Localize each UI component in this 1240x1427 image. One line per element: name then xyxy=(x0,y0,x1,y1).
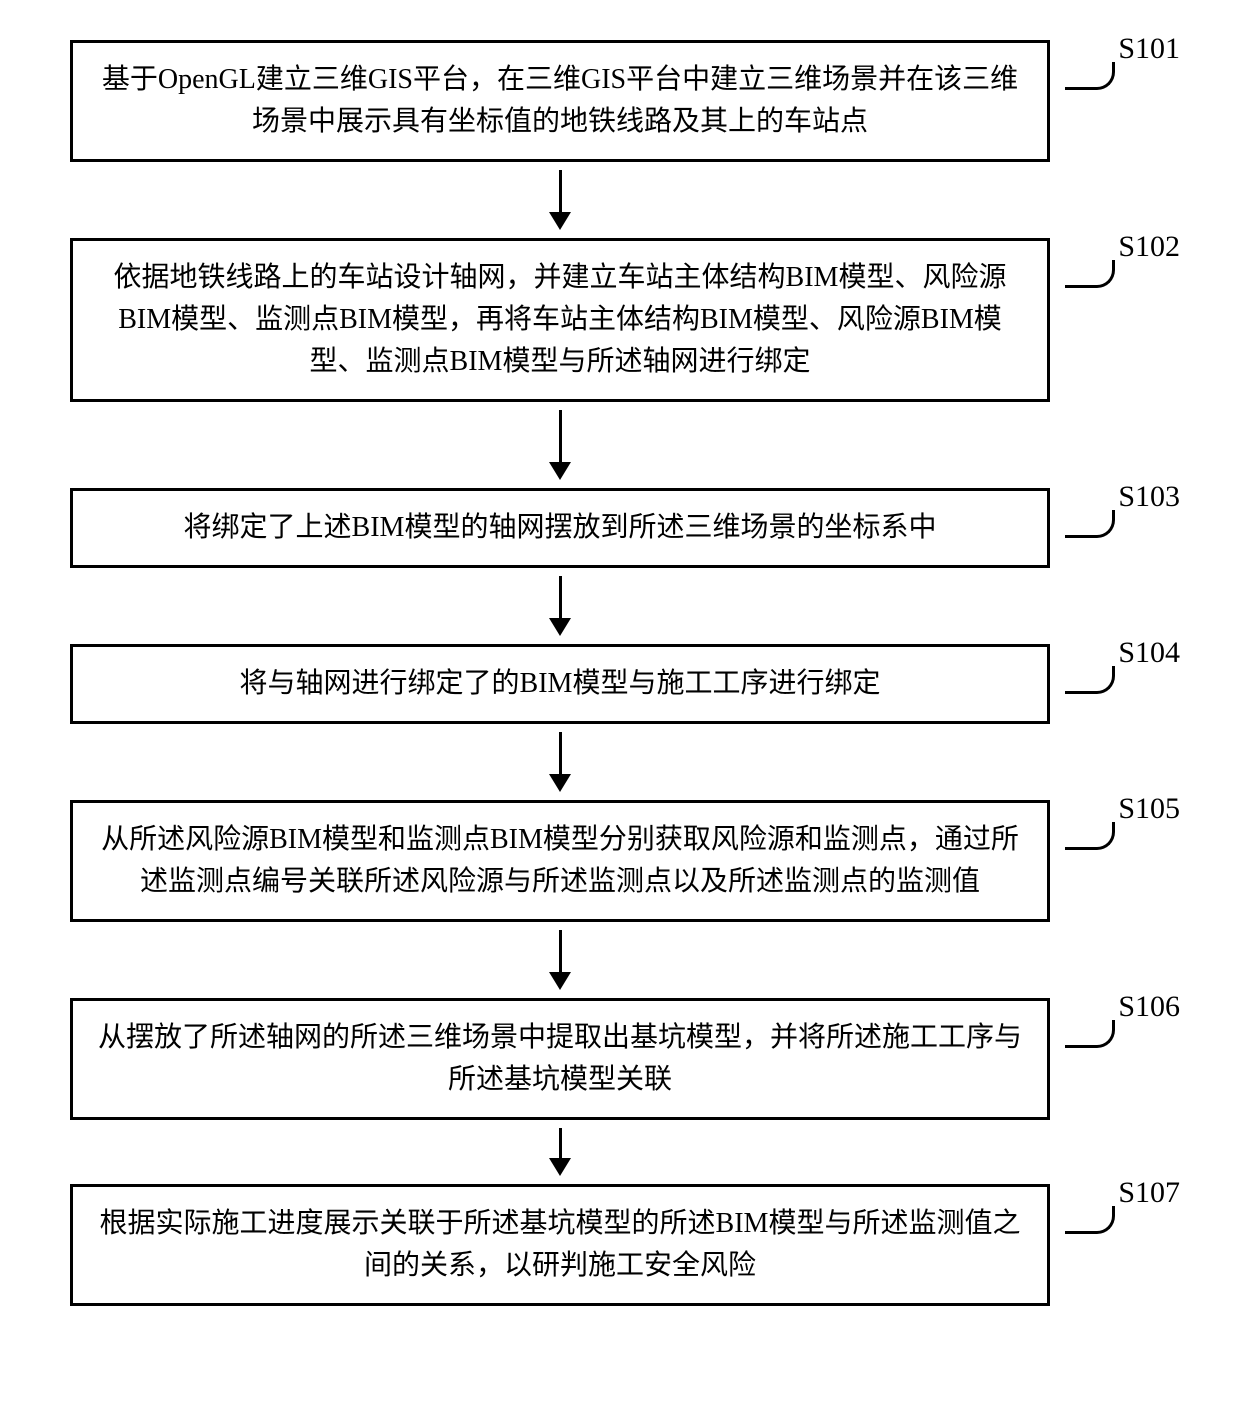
step-box-s106: 从摆放了所述轴网的所述三维场景中提取出基坑模型，并将所述施工工序与所述基坑模型关… xyxy=(70,998,1050,1120)
step-box-s107: 根据实际施工进度展示关联于所述基坑模型的所述BIM模型与所述监测值之间的关系，以… xyxy=(70,1184,1050,1306)
label-connector xyxy=(1065,1206,1115,1234)
arrow-down-icon xyxy=(549,1128,571,1176)
flowchart-container: 基于OpenGL建立三维GIS平台，在三维GIS平台中建立三维场景并在该三维场景… xyxy=(70,40,1170,1306)
label-connector xyxy=(1065,666,1115,694)
step-row: 从摆放了所述轴网的所述三维场景中提取出基坑模型，并将所述施工工序与所述基坑模型关… xyxy=(70,998,1170,1120)
step-row: 依据地铁线路上的车站设计轴网，并建立车站主体结构BIM模型、风险源BIM模型、监… xyxy=(70,238,1170,402)
step-box-s103: 将绑定了上述BIM模型的轴网摆放到所述三维场景的坐标系中 xyxy=(70,488,1050,568)
arrow-down-icon xyxy=(549,410,571,480)
step-label-s107: S107 xyxy=(1118,1176,1180,1210)
arrow-down-icon xyxy=(549,576,571,636)
arrow-down-icon xyxy=(549,170,571,230)
step-label-s102: S102 xyxy=(1118,230,1180,264)
step-row: 将与轴网进行绑定了的BIM模型与施工工序进行绑定 S104 xyxy=(70,644,1170,724)
step-label-s106: S106 xyxy=(1118,990,1180,1024)
step-label-s105: S105 xyxy=(1118,792,1180,826)
step-row: 根据实际施工进度展示关联于所述基坑模型的所述BIM模型与所述监测值之间的关系，以… xyxy=(70,1184,1170,1306)
label-connector xyxy=(1065,822,1115,850)
arrow-down-icon xyxy=(549,930,571,990)
step-box-s102: 依据地铁线路上的车站设计轴网，并建立车站主体结构BIM模型、风险源BIM模型、监… xyxy=(70,238,1050,402)
step-box-s105: 从所述风险源BIM模型和监测点BIM模型分别获取风险源和监测点，通过所述监测点编… xyxy=(70,800,1050,922)
label-connector xyxy=(1065,510,1115,538)
arrow-down-icon xyxy=(549,732,571,792)
step-row: 从所述风险源BIM模型和监测点BIM模型分别获取风险源和监测点，通过所述监测点编… xyxy=(70,800,1170,922)
step-label-s103: S103 xyxy=(1118,480,1180,514)
label-connector xyxy=(1065,1020,1115,1048)
step-row: 基于OpenGL建立三维GIS平台，在三维GIS平台中建立三维场景并在该三维场景… xyxy=(70,40,1170,162)
step-row: 将绑定了上述BIM模型的轴网摆放到所述三维场景的坐标系中 S103 xyxy=(70,488,1170,568)
label-connector xyxy=(1065,62,1115,90)
step-box-s104: 将与轴网进行绑定了的BIM模型与施工工序进行绑定 xyxy=(70,644,1050,724)
step-label-s104: S104 xyxy=(1118,636,1180,670)
step-box-s101: 基于OpenGL建立三维GIS平台，在三维GIS平台中建立三维场景并在该三维场景… xyxy=(70,40,1050,162)
step-label-s101: S101 xyxy=(1118,32,1180,66)
label-connector xyxy=(1065,260,1115,288)
